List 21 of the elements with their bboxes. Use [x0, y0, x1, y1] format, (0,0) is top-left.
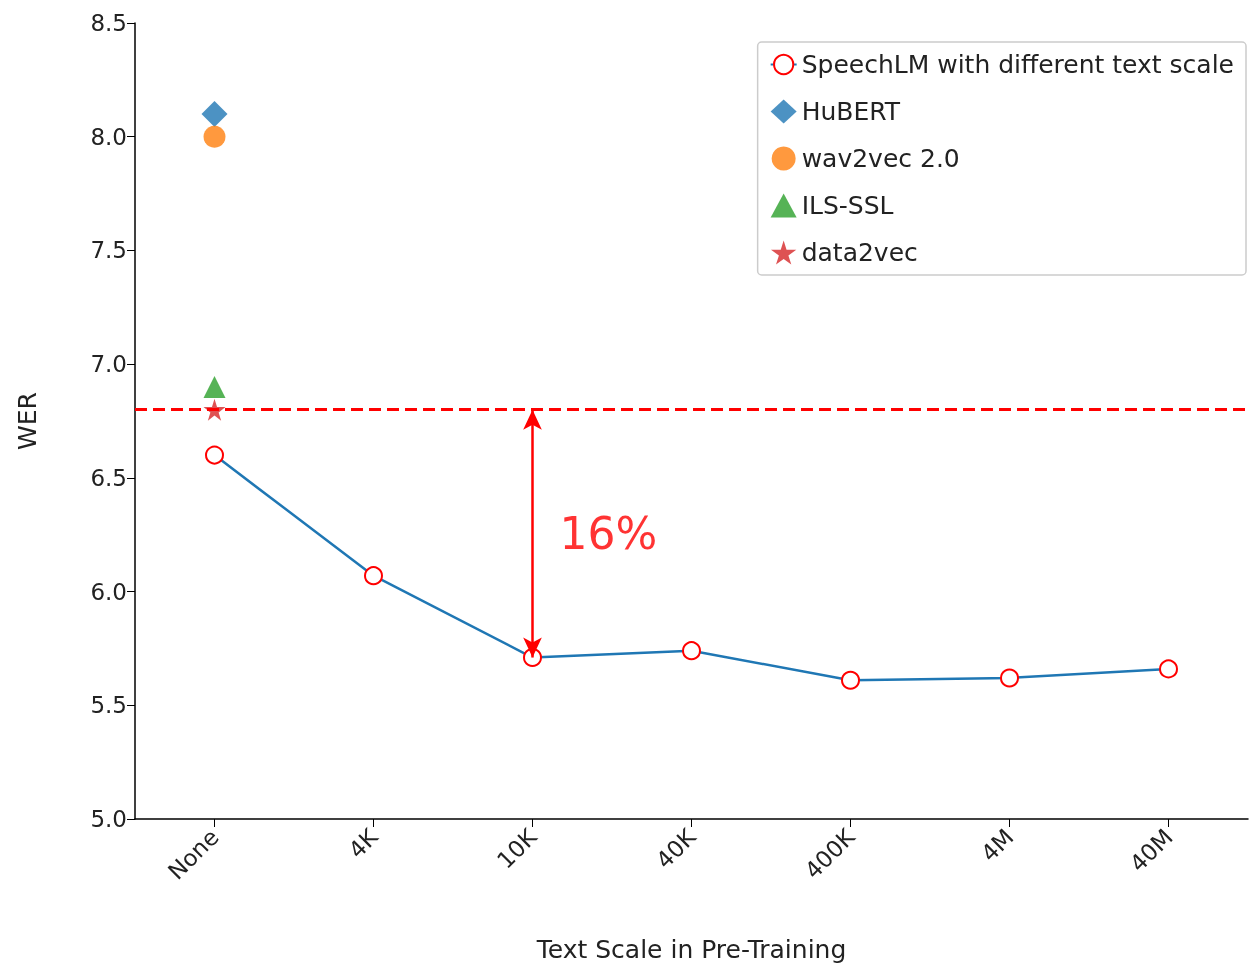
y-tick-label: 6.5: [90, 464, 127, 491]
legend-label: ILS-SSL: [801, 191, 894, 220]
legend-label: SpeechLM with different text scale: [801, 50, 1235, 79]
x-tick-label: 4M: [975, 823, 1019, 867]
y-tick-label: 7.5: [90, 237, 127, 264]
y-axis-title: WER: [13, 392, 42, 450]
y-tick-label: 5.0: [90, 806, 127, 832]
point: [201, 100, 228, 127]
x-axis-title: Text Scale in Pre-Training: [535, 935, 847, 964]
y-tick-label: 6.0: [90, 578, 127, 605]
y-tick-label: 5.5: [90, 692, 127, 719]
annotation: 16%: [559, 508, 658, 560]
y-tick-label: 8.0: [90, 123, 127, 150]
y-tick-label: 8.5: [90, 10, 127, 36]
x-tick-label: 4K: [343, 823, 384, 864]
point: [203, 125, 226, 148]
legend-label: HuBERT: [801, 97, 901, 126]
legend-label: data2vec: [801, 238, 918, 267]
point: [203, 375, 226, 398]
legend-label: wav2vec 2.0: [801, 144, 960, 173]
y-tick-label: 7.0: [90, 351, 127, 378]
